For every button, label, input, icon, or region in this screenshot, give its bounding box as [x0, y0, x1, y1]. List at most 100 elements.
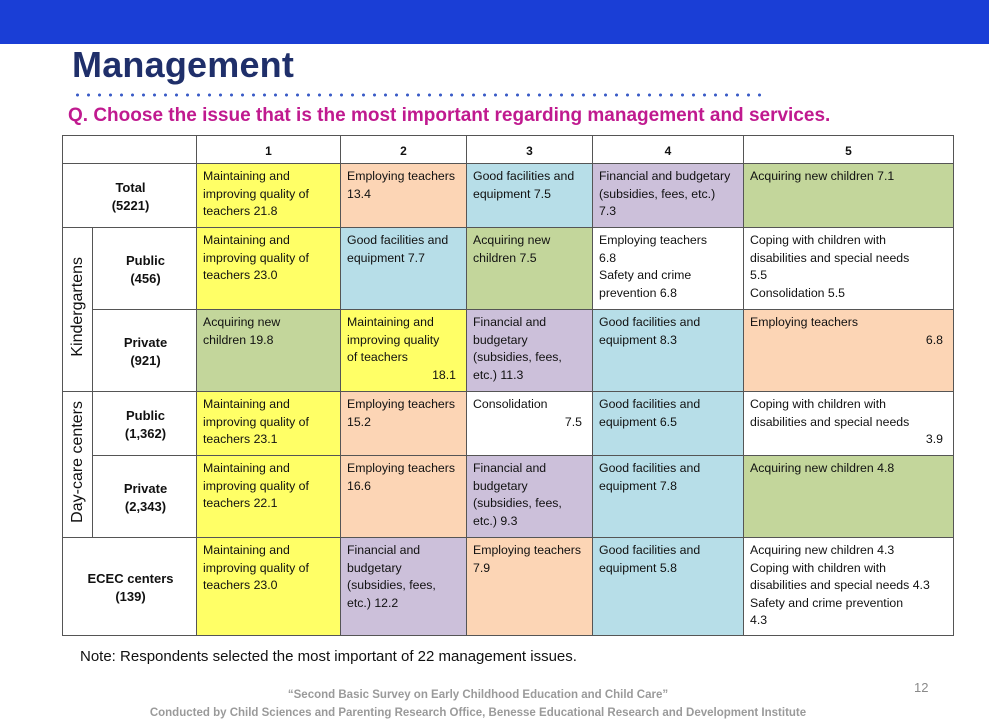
issue-percentage: 7.5: [564, 414, 582, 429]
source-title: “Second Basic Survey on Early Childhood …: [287, 689, 669, 701]
table-header-row: 1 2 3 4 5: [62, 135, 954, 164]
issue-text: Maintaining and improving quality of tea…: [347, 315, 440, 364]
ranking-table: 1 2 3 4 5 Total (5221) Maintaining and i…: [62, 135, 954, 636]
issue-text: Employing teachers 15.2: [347, 397, 455, 429]
rank-3-cell: Consolidation 7.5: [466, 391, 593, 456]
rank-2-cell: Financial and budgetary (subsidies, fees…: [340, 537, 467, 636]
issue-text: Employing teachers 7.9: [473, 543, 581, 575]
column-header-1: 1: [196, 135, 341, 164]
issue-text: Good facilities and equipment 6.5: [599, 397, 701, 429]
issue-text: Maintaining and improving quality of tea…: [203, 397, 309, 446]
row-label-kindergarten-private: Private (921): [92, 309, 197, 392]
row-label-name: Private: [123, 481, 168, 496]
rank-1-cell: Maintaining and improving quality of tea…: [196, 163, 341, 228]
title-dotted-underline: [72, 92, 768, 98]
rank-3-cell: Good facilities and equipment 7.5: [466, 163, 593, 228]
question-text: Q. Choose the issue that is the most imp…: [68, 105, 831, 126]
column-header-4: 4: [592, 135, 744, 164]
issue-text: Acquiring new children 4.3 Coping with c…: [750, 543, 930, 627]
column-header-2: 2: [340, 135, 467, 164]
row-label-name: Private: [123, 335, 168, 350]
row-label-sample-size: (2,343): [124, 498, 167, 514]
rank-3-cell: Financial and budgetary (subsidies, fees…: [466, 309, 593, 392]
rank-5-cell: Acquiring new children 4.3 Coping with c…: [743, 537, 954, 636]
issue-percentage: 6.8: [925, 332, 943, 347]
rank-5-cell: Employing teachers 6.8: [743, 309, 954, 392]
row-label-name: Total: [115, 180, 146, 195]
rank-3-cell: Financial and budgetary (subsidies, fees…: [466, 455, 593, 538]
issue-text: Good facilities and equipment 8.3: [599, 315, 701, 347]
rank-4-cell: Good facilities and equipment 7.8: [592, 455, 744, 538]
table-row-total: Total (5221) Maintaining and improving q…: [62, 163, 954, 228]
rank-2-cell: Employing teachers 13.4: [340, 163, 467, 228]
issue-text: Maintaining and improving quality of tea…: [203, 169, 309, 218]
issue-text: Acquiring new children 7.5: [473, 233, 551, 265]
issue-text: Maintaining and improving quality of tea…: [203, 461, 309, 510]
row-label-daycare-private: Private (2,343): [92, 455, 197, 538]
issue-text: Coping with children with disabilities a…: [750, 397, 910, 429]
rank-2-cell: Employing teachers 15.2: [340, 391, 467, 456]
row-label-sample-size: (5221): [111, 197, 150, 213]
rank-2-cell: Employing teachers 16.6: [340, 455, 467, 538]
row-label-name: Public: [125, 253, 165, 268]
table-row-ecec-centers: ECEC centers (139) Maintaining and impro…: [62, 537, 954, 636]
issue-text: Financial and budgetary (subsidies, fees…: [347, 543, 436, 610]
row-label-sample-size: (1,362): [124, 425, 167, 441]
rank-2-cell: Maintaining and improving quality of tea…: [340, 309, 467, 392]
table-row-kindergarten-private: Private (921) Acquiring new children 19.…: [63, 309, 954, 392]
row-label-sample-size: (139): [115, 588, 146, 604]
rank-4-cell: Good facilities and equipment 6.5: [592, 391, 744, 456]
rank-1-cell: Acquiring new children 19.8: [196, 309, 341, 392]
issue-percentage: 18.1: [432, 367, 456, 382]
issue-percentage: 3.9: [925, 432, 943, 446]
group-label-daycare-centers: Day-care centers: [62, 391, 93, 538]
issue-text: Acquiring new children 4.8: [750, 461, 895, 475]
column-header-5: 5: [743, 135, 954, 164]
rank-4-cell: Good facilities and equipment 5.8: [592, 537, 744, 636]
issue-text: Employing teachers 6.8 Safety and crime …: [599, 233, 707, 300]
row-label-name: Public: [125, 408, 165, 423]
rank-4-cell: Employing teachers 6.8 Safety and crime …: [592, 227, 744, 310]
rank-2-cell: Good facilities and equipment 7.7: [340, 227, 467, 310]
issue-text: Employing teachers 16.6: [347, 461, 455, 493]
page-number: 12: [914, 680, 929, 695]
issue-text: Financial and budgetary (subsidies, fees…: [473, 461, 562, 528]
slide-title: Management: [72, 44, 295, 85]
group-label-text: Kindergartens: [68, 256, 86, 357]
rank-4-cell: Good facilities and equipment 8.3: [592, 309, 744, 392]
rank-1-cell: Maintaining and improving quality of tea…: [196, 227, 341, 310]
rank-3-cell: Acquiring new children 7.5: [466, 227, 593, 310]
row-label-ecec-centers: ECEC centers (139): [62, 537, 197, 636]
group-label-text: Day-care centers: [68, 400, 86, 523]
rank-5-cell: Coping with children with disabilities a…: [743, 227, 954, 310]
column-header-3: 3: [466, 135, 593, 164]
row-label-sample-size: (456): [130, 270, 161, 286]
issue-text: Good facilities and equipment 7.5: [473, 169, 575, 201]
rank-3-cell: Employing teachers 7.9: [466, 537, 593, 636]
group-label-kindergartens: Kindergartens: [62, 227, 93, 392]
issue-text: Good facilities and equipment 7.7: [347, 233, 449, 265]
issue-text: Consolidation: [473, 397, 548, 411]
rank-1-cell: Maintaining and improving quality of tea…: [196, 537, 341, 636]
issue-text: Maintaining and improving quality of tea…: [203, 233, 309, 282]
header-corner-cell: [62, 135, 197, 164]
row-label-total: Total (5221): [62, 163, 197, 228]
issue-text: Acquiring new children 19.8: [203, 315, 281, 347]
table-row-daycare-public: Day-care centers Public (1,362) Maintain…: [62, 391, 954, 538]
top-banner-bar: [0, 0, 989, 44]
row-label-name: ECEC centers: [87, 571, 174, 586]
issue-text: Coping with children with disabilities a…: [750, 233, 910, 300]
issue-text: Maintaining and improving quality of tea…: [203, 543, 309, 592]
row-label-kindergarten-public: Public (456): [92, 227, 197, 310]
issue-text: Acquiring new children 7.1: [750, 169, 895, 183]
issue-text: Financial and budgetary (subsidies, fees…: [473, 315, 562, 382]
rank-4-cell: Financial and budgetary (subsidies, fees…: [592, 163, 744, 228]
footnote: Note: Respondents selected the most impo…: [80, 648, 577, 665]
issue-text: Good facilities and equipment 7.8: [599, 461, 701, 493]
source-credit: “Second Basic Survey on Early Childhood …: [0, 686, 956, 722]
table-row-daycare-private: Private (2,343) Maintaining and improvin…: [63, 455, 954, 538]
rank-5-cell: Acquiring new children 4.8: [743, 455, 954, 538]
rank-1-cell: Maintaining and improving quality of tea…: [196, 455, 341, 538]
rank-5-cell: Coping with children with disabilities a…: [743, 391, 954, 456]
source-organization: Conducted by Child Sciences and Parentin…: [149, 707, 807, 719]
